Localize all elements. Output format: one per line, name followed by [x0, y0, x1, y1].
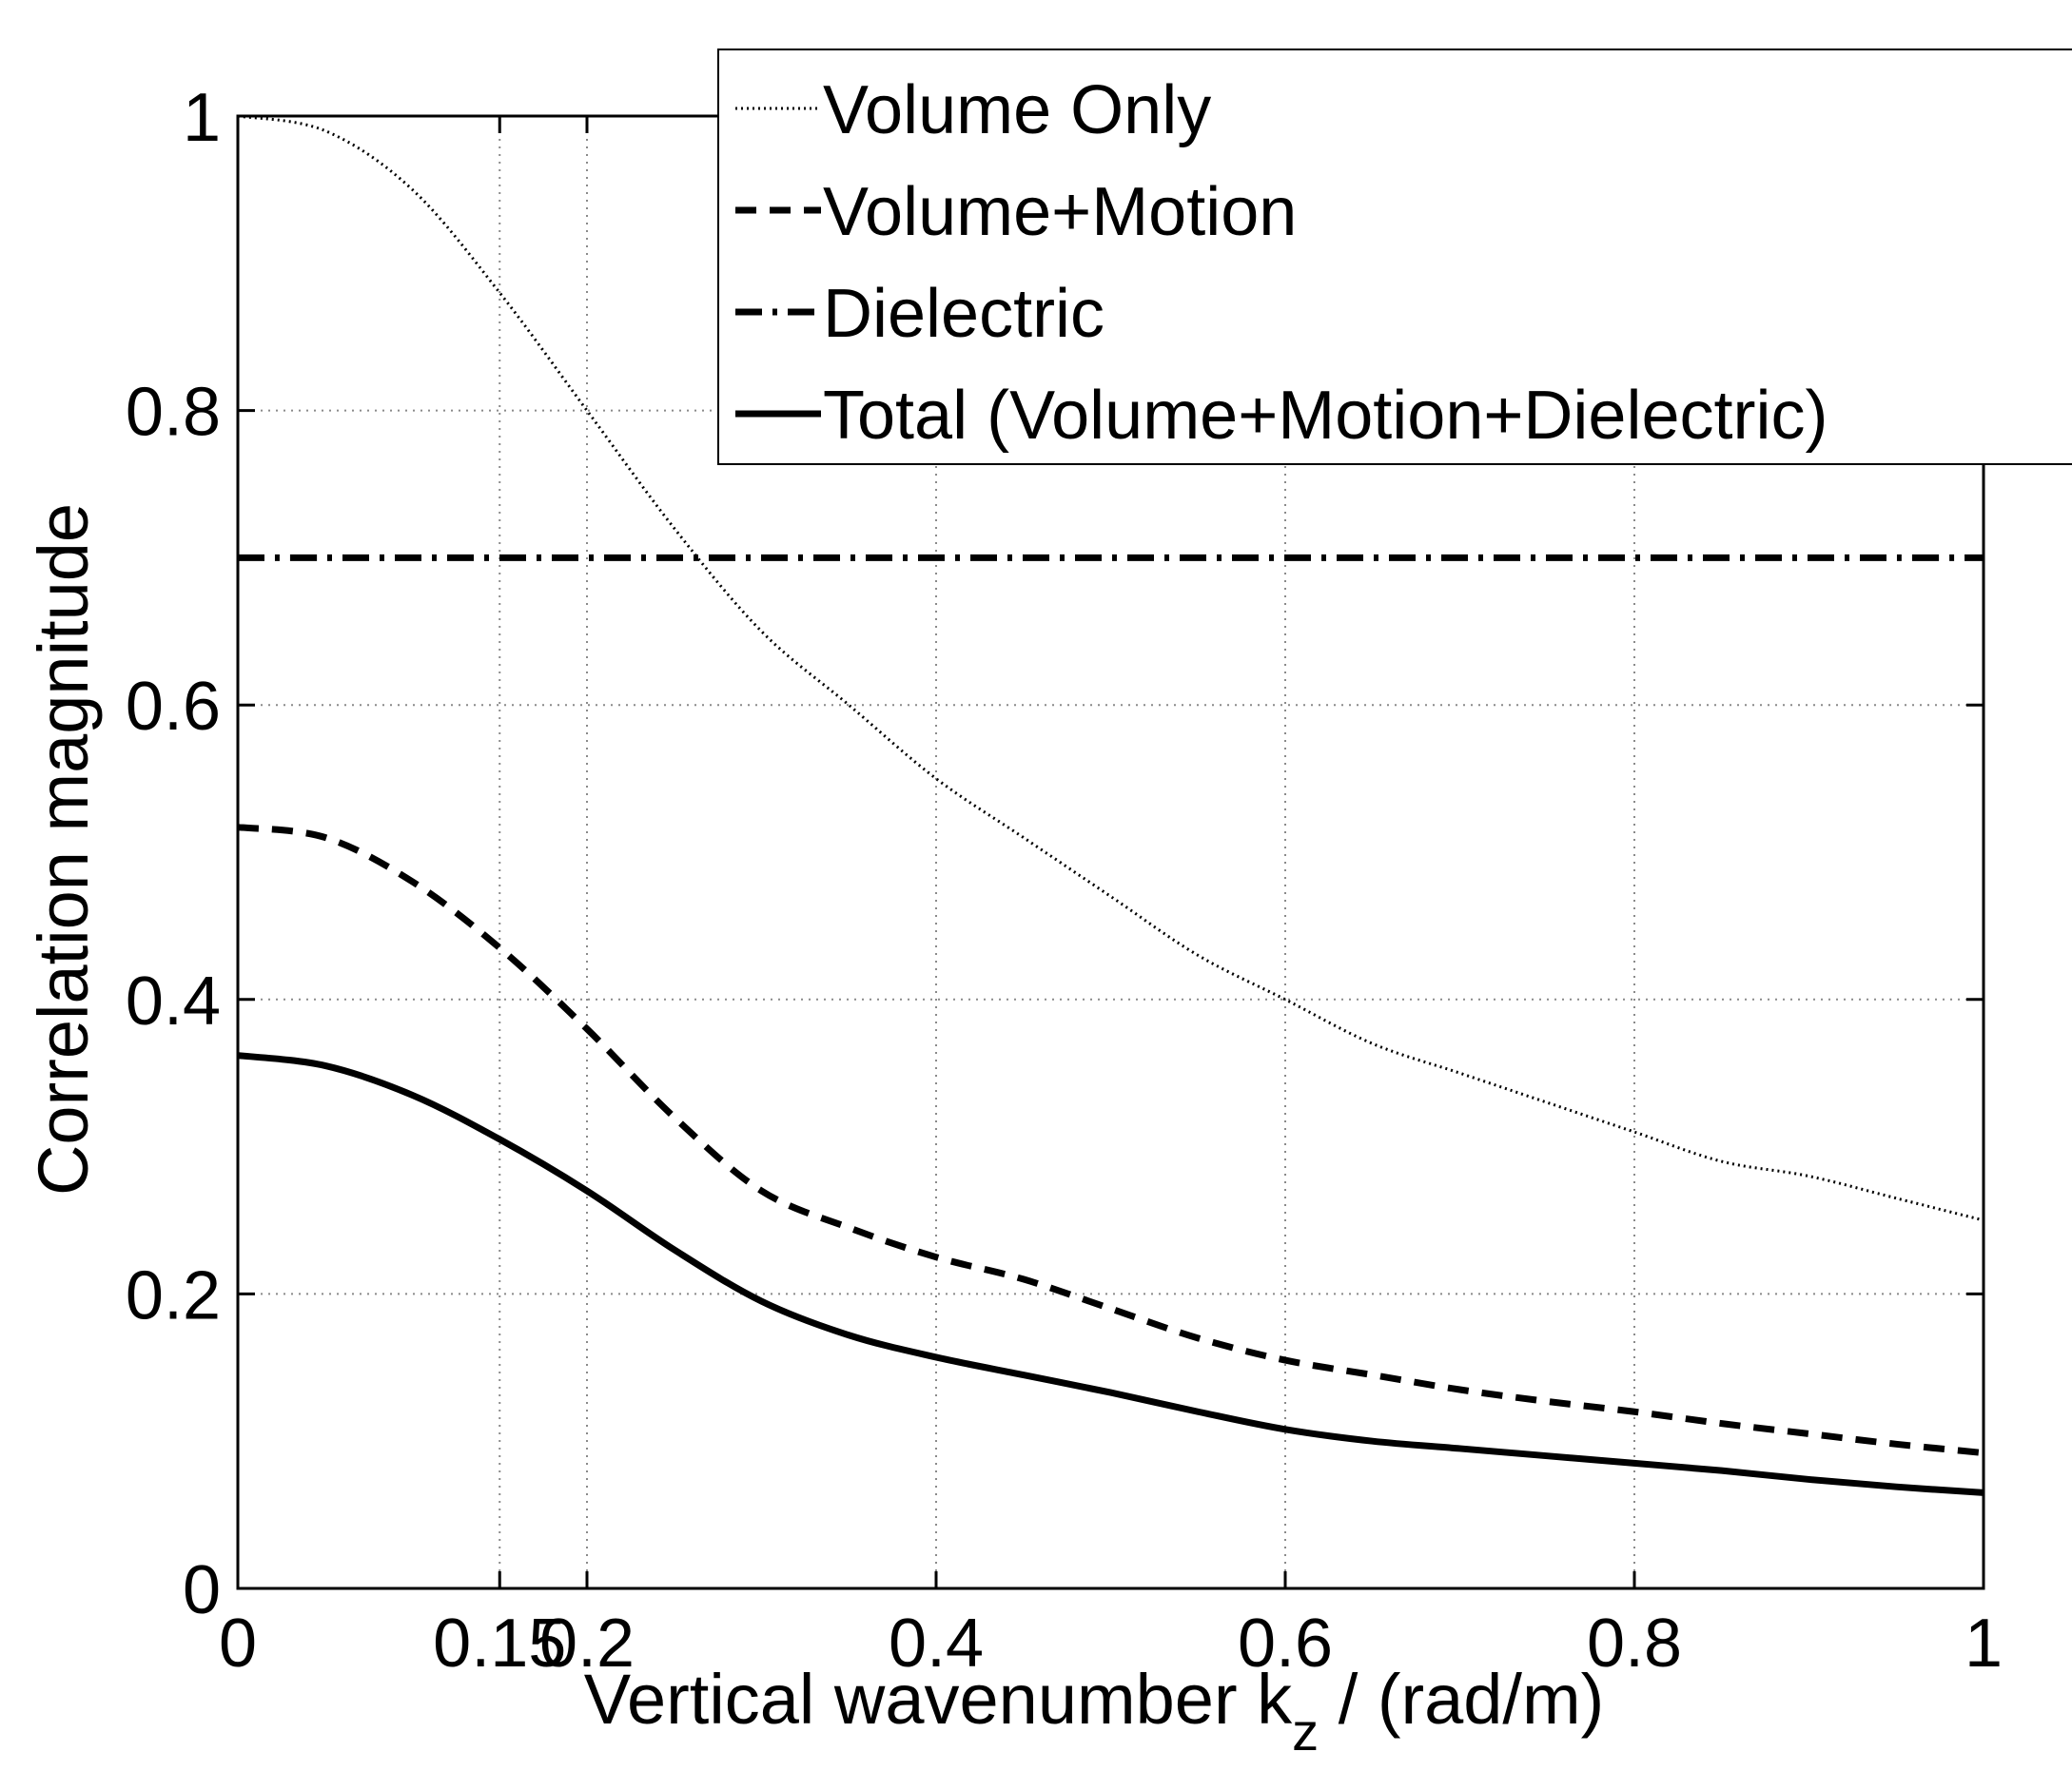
y-tick-label: 1 — [183, 80, 221, 156]
x-tick-label: 0.15 — [433, 1606, 566, 1682]
x-tick-label: 0 — [219, 1606, 257, 1682]
y-tick-label: 0.8 — [126, 375, 221, 451]
y-tick-label: 0.2 — [126, 1257, 221, 1334]
legend-label: Volume Only — [823, 72, 1211, 148]
x-tick-label: 0.2 — [539, 1606, 635, 1682]
x-axis-label-subscript: z — [1292, 1702, 1319, 1762]
y-axis-label: Correlation magnitude — [24, 503, 103, 1196]
ticks: 0 0.150.2 0.4 0.6 0.8 100.20.40.60.81 — [126, 80, 2003, 1682]
series-line-solid — [237, 1052, 1984, 1496]
x-tick-label: 0.4 — [889, 1606, 984, 1682]
series-lines — [237, 114, 1984, 1496]
x-axis-label-suffix: / (rad/m) — [1319, 1660, 1604, 1739]
x-tick-label: 0.6 — [1238, 1606, 1333, 1682]
y-tick-label: 0.6 — [126, 669, 221, 745]
legend: Volume Only Volume+Motion Dielectric Total … — [717, 49, 2072, 465]
series-line-dashed — [237, 824, 1984, 1457]
legend-label: Volume+Motion — [823, 174, 1297, 250]
x-axis-label: Vertical wavenumber kz / (rad/m) — [584, 1660, 1605, 1762]
y-tick-label: 0.4 — [126, 964, 221, 1040]
legend-box — [717, 49, 2072, 465]
legend-label: Total (Volume+Motion+Dielectric) — [823, 378, 1828, 454]
legend-label: Dielectric — [823, 276, 1104, 352]
y-tick-label: 0 — [183, 1552, 221, 1628]
x-tick-label: 1 — [1964, 1606, 2003, 1682]
x-tick-label: 0.8 — [1587, 1606, 1682, 1682]
